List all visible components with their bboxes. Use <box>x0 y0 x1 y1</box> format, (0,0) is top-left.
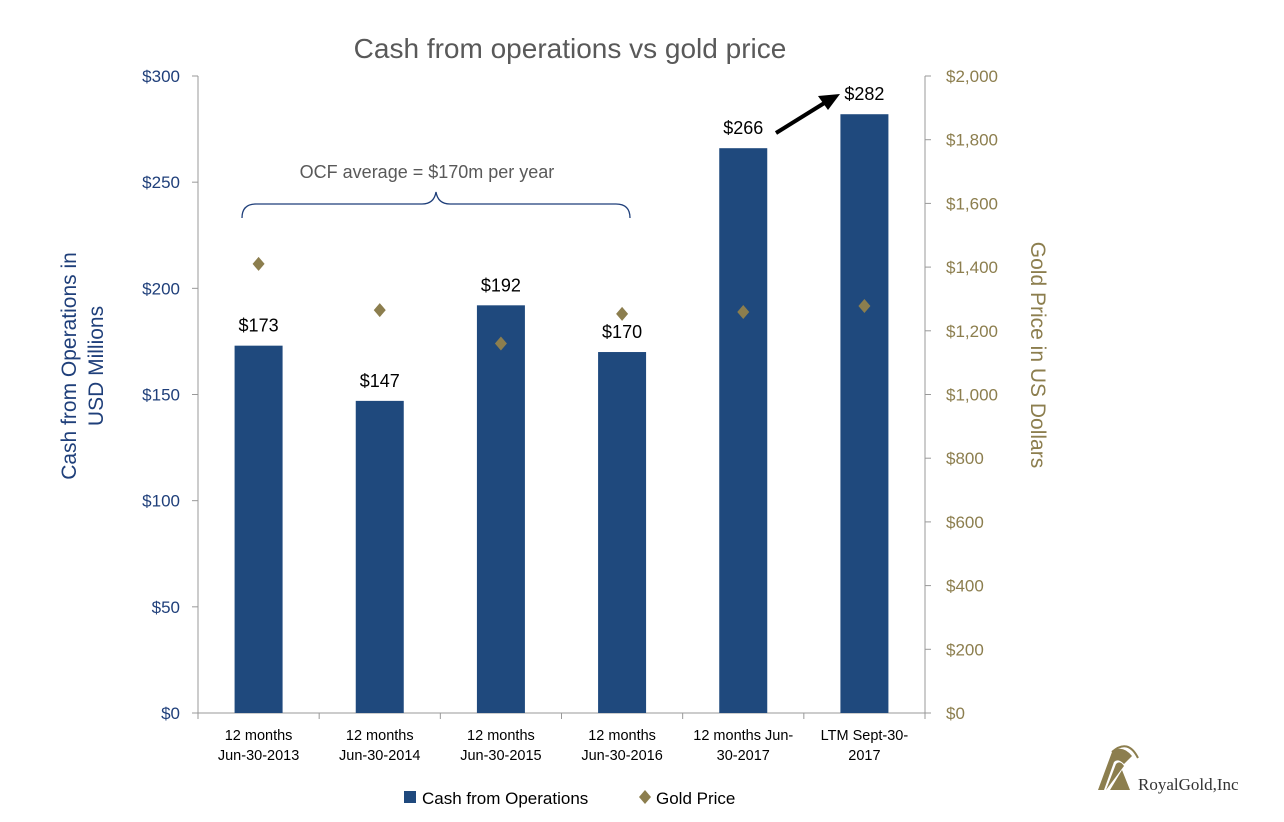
bar-data-label: $170 <box>602 322 642 342</box>
y2-tick-label: $400 <box>946 577 984 596</box>
gold-price-point <box>373 303 386 318</box>
bar-data-label: $173 <box>239 316 279 336</box>
x-tick-label: Jun-30-2013 <box>218 748 299 764</box>
bar-cash-from-operations <box>719 148 768 713</box>
chart-title: Cash from operations vs gold price <box>354 33 787 64</box>
royal-gold-logo: RoyalGold,Inc <box>1098 745 1239 794</box>
legend: Cash from Operations Gold Price <box>404 789 735 808</box>
y2-tick-label: $1,400 <box>946 258 998 277</box>
bar-data-label: $192 <box>481 275 521 295</box>
legend-swatch-cash <box>404 791 416 803</box>
x-tick-label: 30-2017 <box>717 748 770 764</box>
x-tick-label: 12 months <box>225 728 293 744</box>
y2-tick-label: $1,000 <box>946 386 998 405</box>
legend-label-gold: Gold Price <box>656 789 735 808</box>
y2-tick-label: $2,000 <box>946 67 998 86</box>
y-tick-label: $50 <box>152 598 180 617</box>
gold-price-point <box>858 298 871 313</box>
y2-tick-label: $0 <box>946 704 965 723</box>
y-tick-label: $150 <box>142 386 180 405</box>
bar-data-label: $147 <box>360 371 400 391</box>
increase-arrow <box>774 94 840 135</box>
bar-cash-from-operations <box>476 305 525 713</box>
y-tick-label: $100 <box>142 492 180 511</box>
y-tick-label: $0 <box>161 704 180 723</box>
bar-data-label: $266 <box>723 118 763 138</box>
gold-price-point <box>616 306 629 321</box>
y-tick-label: $300 <box>142 67 180 86</box>
y-tick-label: $200 <box>142 279 180 298</box>
y2-tick-label: $1,600 <box>946 194 998 213</box>
legend-label-cash: Cash from Operations <box>422 789 588 808</box>
brace <box>241 191 631 219</box>
gold-price-point <box>737 305 750 320</box>
x-tick-label: Jun-30-2015 <box>460 748 541 764</box>
bars <box>234 114 889 714</box>
y2-axis-title: Gold Price in US Dollars <box>1026 242 1049 468</box>
y-axis-title-line1: Cash from Operations in <box>58 252 81 480</box>
y2-tick-label: $1,200 <box>946 322 998 341</box>
y2-tick-label: $800 <box>946 449 984 468</box>
ocf-average-label: OCF average = $170m per year <box>300 162 555 182</box>
y2-tick-label: $200 <box>946 640 984 659</box>
bar-cash-from-operations <box>840 114 889 714</box>
y-axis-title-line2: USD Millions <box>85 306 108 426</box>
x-tick-label: Jun-30-2016 <box>581 748 662 764</box>
data-labels: $173 $147 $192 $170 $266 $282 <box>239 84 885 391</box>
bar-cash-from-operations <box>598 352 647 713</box>
x-tick-label: 2017 <box>848 748 880 764</box>
gold-price-point <box>494 336 507 351</box>
y2-tick-label: $600 <box>946 513 984 532</box>
x-tick-label: 12 months <box>588 728 656 744</box>
gold-points <box>252 256 871 351</box>
ocf-annotation: OCF average = $170m per year <box>241 162 631 219</box>
axes: $0 $50 $100 $150 $200 $250 $300 $0 $200 $400 $600 $… <box>142 67 998 764</box>
x-tick-label: Jun-30-2014 <box>339 748 420 764</box>
logo-text: RoyalGold,Inc <box>1138 775 1239 794</box>
bar-data-label: $282 <box>844 84 884 104</box>
x-tick-label: LTM Sept-30- <box>821 728 909 744</box>
x-tick-label: 12 months <box>346 728 414 744</box>
y-tick-label: $250 <box>142 173 180 192</box>
legend-swatch-gold <box>639 790 651 804</box>
bar-cash-from-operations <box>234 345 283 713</box>
gold-price-point <box>252 256 265 271</box>
bar-cash-from-operations <box>355 400 404 713</box>
x-tick-label: 12 months Jun- <box>693 728 793 744</box>
y2-tick-label: $1,800 <box>946 131 998 150</box>
x-tick-label: 12 months <box>467 728 535 744</box>
